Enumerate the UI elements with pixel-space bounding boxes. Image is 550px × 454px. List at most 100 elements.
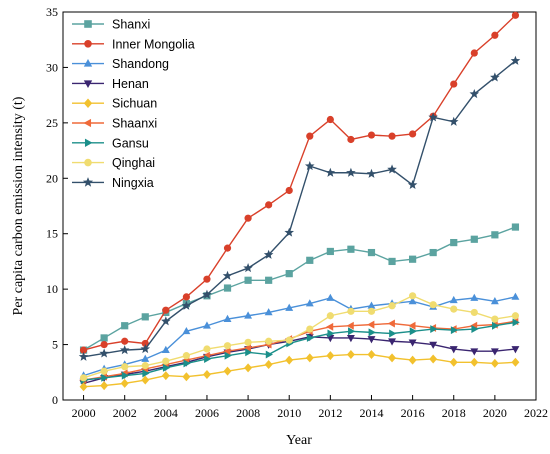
- data-point-henan: [408, 339, 417, 347]
- data-point-henan: [449, 346, 458, 354]
- data-point-shaanxi: [326, 322, 334, 331]
- data-point-shaanxi: [223, 347, 231, 356]
- data-point-inner-mongolia: [491, 31, 499, 39]
- data-point-shanxi: [141, 313, 149, 321]
- data-point-shanxi: [100, 334, 108, 342]
- legend-item-sichuan: Sichuan: [72, 97, 157, 111]
- series-line-henan: [83, 336, 516, 385]
- data-point-gansu: [224, 351, 232, 360]
- series-sichuan: [79, 350, 520, 392]
- y-tick-label: 5: [52, 338, 58, 352]
- x-axis: 2000 2002 2004 2006 2008 2010 2012 2014 2016 2018…: [72, 395, 548, 420]
- x-tick-label: 2018: [442, 406, 466, 420]
- data-point-inner-mongolia: [121, 337, 129, 345]
- data-point-shanxi: [409, 255, 417, 263]
- legend-item-shanxi: Shanxi: [72, 18, 150, 32]
- legend-swatch-marker: [83, 59, 93, 67]
- data-point-ningxia: [490, 72, 500, 82]
- data-point-inner-mongolia: [162, 306, 170, 314]
- legend-label: Inner Mongolia: [112, 37, 195, 51]
- data-point-gansu: [409, 327, 417, 336]
- data-point-shandong: [305, 299, 314, 307]
- legend-label: Qinghai: [112, 156, 155, 170]
- legend-swatch-marker: [84, 138, 93, 147]
- data-point-inner-mongolia: [203, 275, 211, 283]
- legend-label: Shaanxi: [112, 117, 157, 131]
- legend-label: Ningxia: [112, 176, 154, 190]
- data-point-shandong: [470, 293, 479, 301]
- y-tick-label: 10: [46, 282, 58, 296]
- data-point-shandong: [511, 292, 520, 300]
- data-point-gansu: [265, 350, 273, 359]
- data-point-sichuan: [408, 355, 417, 365]
- data-point-sichuan: [449, 357, 458, 367]
- data-point-henan: [388, 338, 396, 346]
- x-tick-label: 2008: [236, 406, 260, 420]
- data-point-gansu: [204, 355, 212, 363]
- data-point-gansu: [491, 321, 500, 330]
- data-point-qinghai: [326, 312, 334, 320]
- data-point-shanxi: [491, 231, 499, 239]
- data-point-ningxia: [387, 164, 397, 174]
- x-tick-label: 2014: [359, 406, 383, 420]
- data-point-ningxia: [346, 167, 356, 177]
- data-point-gansu: [306, 333, 315, 342]
- data-point-ningxia: [263, 249, 274, 259]
- data-point-sichuan: [203, 370, 211, 379]
- data-point-gansu: [512, 318, 520, 327]
- data-point-qinghai: [306, 325, 314, 333]
- data-point-inner-mongolia: [511, 11, 520, 19]
- legend-swatch-marker: [84, 40, 92, 48]
- data-point-shandong: [203, 321, 211, 329]
- x-tick-label: 2000: [72, 406, 96, 420]
- data-point-sichuan: [511, 357, 520, 367]
- data-point-qinghai: [203, 345, 211, 353]
- data-point-shandong: [182, 326, 191, 335]
- data-point-gansu: [389, 329, 397, 338]
- data-point-ningxia: [304, 161, 315, 171]
- legend-item-qinghai: Qinghai: [72, 156, 155, 170]
- legend-item-inner-mongolia: Inner Mongolia: [72, 37, 195, 51]
- x-tick-label: 2004: [154, 406, 178, 420]
- data-point-shanxi: [306, 256, 314, 264]
- data-point-inner-mongolia: [347, 135, 355, 144]
- x-axis-title: Year: [286, 433, 312, 448]
- series-line-inner-mongolia: [83, 14, 516, 351]
- data-point-shanxi: [347, 245, 355, 253]
- data-point-qinghai: [244, 338, 252, 346]
- data-point-shaanxi: [346, 321, 354, 330]
- data-point-shanxi: [429, 248, 437, 257]
- data-point-ningxia: [407, 179, 418, 190]
- legend-label: Shandong: [112, 57, 169, 71]
- data-point-gansu: [450, 326, 459, 335]
- data-point-shanxi: [470, 235, 478, 243]
- y-tick-label: 0: [52, 393, 58, 407]
- data-point-gansu: [348, 327, 356, 336]
- data-point-shandong: [490, 297, 499, 305]
- data-point-inner-mongolia: [306, 132, 314, 140]
- data-point-shandong: [367, 301, 376, 309]
- data-point-inner-mongolia: [79, 346, 88, 354]
- legend: Shanxi Inner Mongolia Shandong Henan Sichuan…: [72, 18, 195, 190]
- data-point-qinghai: [121, 363, 129, 371]
- legend-swatch-marker: [83, 80, 93, 88]
- data-point-sichuan: [346, 350, 355, 360]
- legend-swatch-marker: [83, 118, 92, 128]
- series-qinghai: [79, 292, 520, 382]
- data-point-inner-mongolia: [223, 244, 232, 252]
- data-point-shaanxi: [367, 320, 375, 329]
- y-tick-label: 35: [46, 5, 58, 19]
- data-point-sichuan: [367, 350, 376, 360]
- data-point-sichuan: [388, 353, 396, 363]
- y-tick-label: 30: [46, 60, 58, 74]
- data-point-qinghai: [285, 336, 293, 344]
- data-point-inner-mongolia: [367, 131, 376, 139]
- data-point-qinghai: [79, 374, 88, 382]
- data-point-inner-mongolia: [409, 130, 417, 138]
- data-point-sichuan: [244, 363, 253, 373]
- data-point-qinghai: [141, 362, 149, 370]
- data-point-ningxia: [78, 351, 89, 361]
- data-point-gansu: [121, 371, 130, 380]
- data-point-sichuan: [305, 353, 314, 363]
- data-point-qinghai: [491, 315, 499, 323]
